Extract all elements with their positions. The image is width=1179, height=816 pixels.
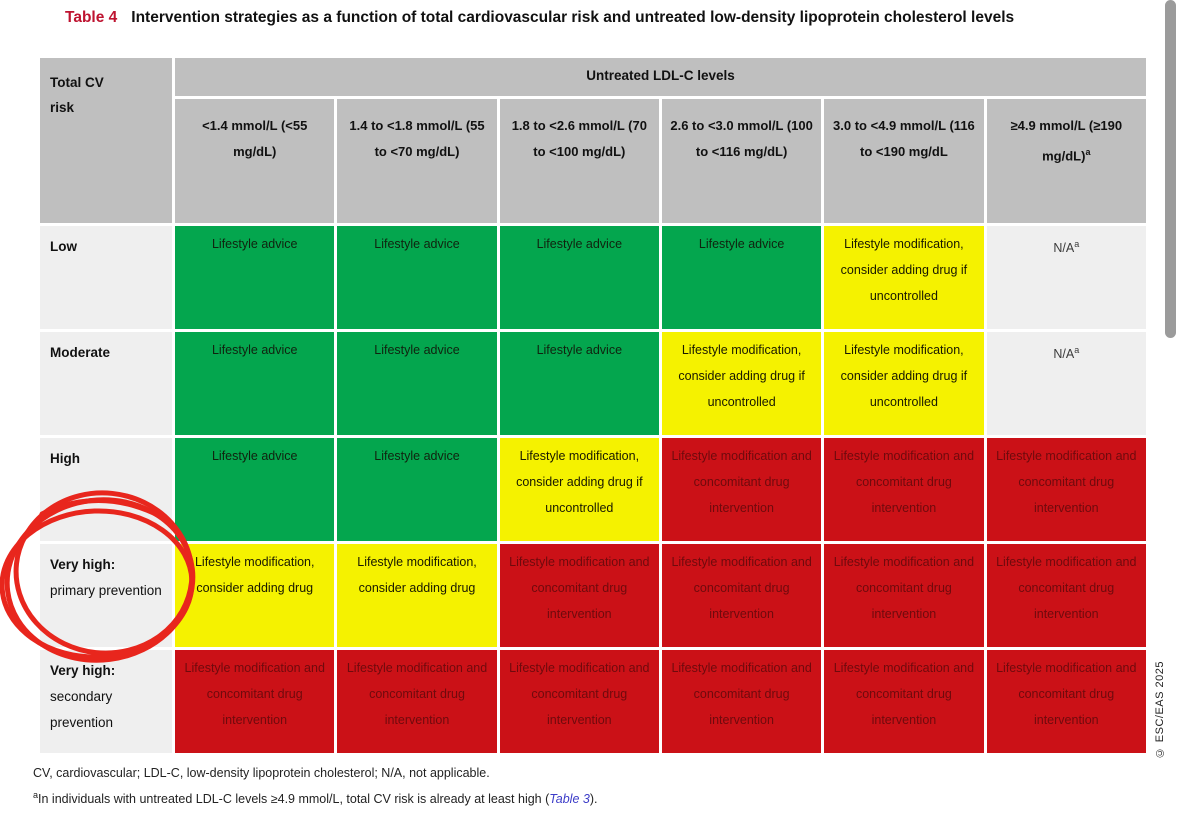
table-cell: Lifestyle modification and concomitant d… [499,544,659,647]
table-cell: Lifestyle advice [499,332,659,435]
cell-text: Lifestyle modification, consider adding … [840,237,968,303]
group-header-untreated-ldl: Untreated LDL-C levels [175,58,1146,96]
table-cell: Lifestyle modification and concomitant d… [661,650,822,753]
cell-text: Lifestyle modification and concomitant d… [833,661,975,727]
cell-text: Lifestyle modification and concomitant d… [671,449,812,515]
cell-text: Lifestyle modification, consider adding … [516,449,643,515]
cell-text: Lifestyle advice [374,449,460,463]
row-label-high: High [40,438,173,541]
abbreviations-note: CV, cardiovascular; LDL-C, low-density l… [33,766,490,780]
table-cell: Lifestyle advice [175,332,335,435]
cell-text: Lifestyle modification and concomitant d… [996,661,1137,727]
cell-text: Lifestyle advice [211,237,298,251]
col-header-4: 2.6 to <3.0 mmol/L (100 to <116 mg/dL) [661,99,822,223]
cell-text: Lifestyle advice [374,343,460,357]
cell-text: Lifestyle advice [536,237,623,251]
col-header-2: 1.4 to <1.8 mmol/L (55 to <70 mg/dL) [337,99,497,223]
cell-text: Lifestyle advice [211,343,298,357]
cell-text: Lifestyle modification and concomitant d… [671,555,812,621]
cell-text: Lifestyle advice [536,343,623,357]
row-label-very-high-primary: Very high: primary prevention [40,544,173,647]
cell-text: Lifestyle modification, consider adding … [840,343,968,409]
cell-text: Lifestyle modification and concomitant d… [996,449,1137,515]
table-cell: Lifestyle advice [661,226,822,329]
cell-text: Lifestyle modification and concomitant d… [996,555,1137,621]
table-row-high: High Lifestyle advice Lifestyle advice L… [40,438,1146,541]
column-header-row: <1.4 mmol/L (<55 mg/dL) 1.4 to <1.8 mmol… [40,99,1146,223]
cell-text: Lifestyle modification and concomitant d… [509,555,650,621]
cell-text: Lifestyle modification and concomitant d… [509,661,650,727]
table-row-low: Low Lifestyle advice Lifestyle advice Li… [40,226,1146,329]
intervention-strategy-table: Total CV risk Untreated LDL-C levels <1.… [37,55,1149,756]
copyright-label: © ESC/EAS 2025 [1154,660,1166,758]
corner-header-total-cv-risk: Total CV risk [40,58,173,223]
cell-text: N/A [1053,241,1075,256]
table-cell: Lifestyle modification and concomitant d… [499,650,659,753]
col-header-6: ≥4.9 mmol/L (≥190 mg/dL)a [986,99,1146,223]
table-cell: Lifestyle modification and concomitant d… [986,544,1146,647]
table-cell: Lifestyle advice [337,332,497,435]
table-cell: Lifestyle modification and concomitant d… [337,650,497,753]
cell-text: Lifestyle modification and concomitant d… [346,661,488,727]
cell-text: Lifestyle modification and concomitant d… [671,661,812,727]
table-row-very-high-secondary: Very high: secondary prevention Lifestyl… [40,650,1146,753]
table-row-moderate: Moderate Lifestyle advice Lifestyle advi… [40,332,1146,435]
table-cell: Lifestyle modification and concomitant d… [824,650,984,753]
table-cell: N/Aa [986,332,1146,435]
table-caption: Intervention strategies as a function of… [131,9,1015,26]
row-label-moderate: Moderate [40,332,173,435]
table-cell: Lifestyle modification, consider adding … [824,332,984,435]
cell-text: Lifestyle modification and concomitant d… [833,449,975,515]
table-row-very-high-primary: Very high: primary prevention Lifestyle … [40,544,1146,647]
cell-text: Lifestyle advice [211,449,298,463]
cell-text: Lifestyle modification and concomitant d… [184,661,325,727]
cell-text: Lifestyle advice [698,237,785,251]
table-cell: Lifestyle modification and concomitant d… [824,438,984,541]
col-header-5: 3.0 to <4.9 mmol/L (116 to <190 mg/dL [824,99,984,223]
table-cell: Lifestyle modification, consider adding … [499,438,659,541]
col-header-1: <1.4 mmol/L (<55 mg/dL) [175,99,335,223]
table-cell: Lifestyle modification and concomitant d… [661,438,822,541]
table-cell: Lifestyle advice [175,438,335,541]
cell-text: Lifestyle advice [374,237,460,251]
table-cell: Lifestyle modification, consider adding … [661,332,822,435]
table-title: Table 4 Intervention strategies as a func… [65,6,1143,29]
table-number: Table 4 [65,9,118,26]
table-cell: Lifestyle modification, consider adding … [824,226,984,329]
table-cell: Lifestyle modification, consider adding … [175,544,335,647]
table-cell: N/Aa [986,226,1146,329]
table-cell: Lifestyle advice [175,226,335,329]
table-cell: Lifestyle advice [337,438,497,541]
table-cell: Lifestyle modification and concomitant d… [661,544,822,647]
row-label-low: Low [40,226,173,329]
footnote-a: aIn individuals with untreated LDL-C lev… [33,790,598,807]
cell-text: Lifestyle modification and concomitant d… [833,555,975,621]
cell-text: Lifestyle modification, consider adding … [357,555,477,595]
table-cell: Lifestyle modification, consider adding … [337,544,497,647]
table-cell: Lifestyle modification and concomitant d… [824,544,984,647]
table-cell: Lifestyle advice [499,226,659,329]
cell-text: Lifestyle modification, consider adding … [678,343,805,409]
row-label-very-high-secondary: Very high: secondary prevention [40,650,173,753]
footnotes: CV, cardiovascular; LDL-C, low-density l… [33,762,597,810]
table-3-link[interactable]: Table 3 [549,792,590,807]
cell-text: N/A [1053,347,1075,362]
cell-text: Lifestyle modification, consider adding … [194,555,315,595]
table-cell: Lifestyle advice [337,226,497,329]
table-cell: Lifestyle modification and concomitant d… [986,438,1146,541]
table-cell: Lifestyle modification and concomitant d… [986,650,1146,753]
scrollbar-thumb[interactable] [1165,0,1176,338]
table-cell: Lifestyle modification and concomitant d… [175,650,335,753]
col-header-3: 1.8 to <2.6 mmol/L (70 to <100 mg/dL) [499,99,659,223]
